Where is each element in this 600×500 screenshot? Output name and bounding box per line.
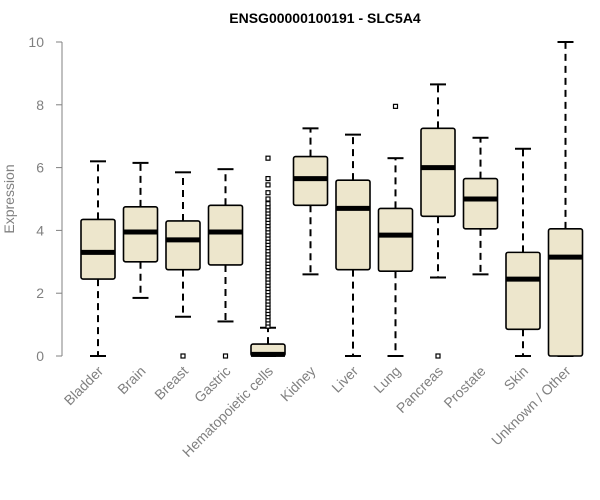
outlier-point [265, 182, 271, 188]
x-tick-label: Skin [501, 363, 532, 394]
outlier-point [222, 353, 229, 359]
box-hematopoietic-cells [250, 155, 286, 357]
box-unknown-other [547, 41, 584, 357]
box-iqr [207, 204, 244, 266]
y-tick-label: 0 [36, 348, 44, 364]
boxes [80, 41, 584, 359]
axes: 0 2 4 6 8 10 [28, 34, 63, 364]
box-lung [377, 103, 414, 357]
box-brain [122, 161, 159, 299]
outlier-point [392, 103, 399, 109]
y-tick-label: 2 [36, 285, 44, 301]
y-tick-label: 6 [36, 160, 44, 176]
x-tick-label: Brain [114, 363, 148, 397]
box-iqr [335, 179, 371, 271]
box-iqr [377, 207, 414, 273]
box-iqr [165, 220, 201, 271]
box-bladder [80, 160, 116, 357]
box-iqr [462, 177, 499, 230]
x-tick-label: Breast [151, 363, 191, 403]
x-tick-label: Pancreas [393, 363, 446, 416]
box-liver [335, 133, 371, 357]
box-prostate [462, 136, 499, 276]
box-iqr [505, 251, 541, 331]
box-gastric [207, 168, 244, 359]
box-breast [165, 171, 201, 359]
outlier-point [180, 353, 186, 359]
y-tick-label: 4 [36, 222, 44, 238]
outlier-point [265, 190, 271, 196]
box-iqr [420, 127, 456, 218]
x-tick-label: Prostate [440, 363, 488, 411]
x-tick-label: Liver [328, 363, 361, 396]
outlier-point [265, 155, 271, 161]
x-tick-label: Unknown / Other [488, 363, 574, 449]
x-tick-label: Lung [370, 363, 403, 396]
chart-title: ENSG00000100191 - SLC5A4 [229, 10, 421, 26]
y-tick-label: 10 [28, 34, 44, 50]
x-tick-label: Kidney [277, 363, 319, 405]
outlier-point [265, 201, 271, 207]
y-tick-label: 8 [36, 97, 44, 113]
box-pancreas [420, 83, 456, 359]
y-axis-label: Expression [1, 164, 17, 233]
box-kidney [292, 127, 329, 276]
outlier-point [265, 175, 271, 182]
x-tick-label: Bladder [61, 363, 107, 409]
outlier-point [265, 196, 271, 202]
box-iqr [80, 218, 116, 280]
outlier-point [435, 353, 441, 359]
box-skin [505, 147, 541, 357]
box-iqr [547, 228, 584, 357]
